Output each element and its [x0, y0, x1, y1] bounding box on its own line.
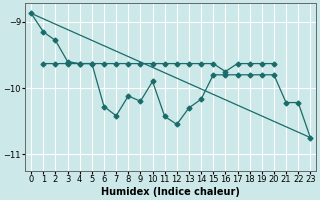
X-axis label: Humidex (Indice chaleur): Humidex (Indice chaleur) — [101, 187, 240, 197]
